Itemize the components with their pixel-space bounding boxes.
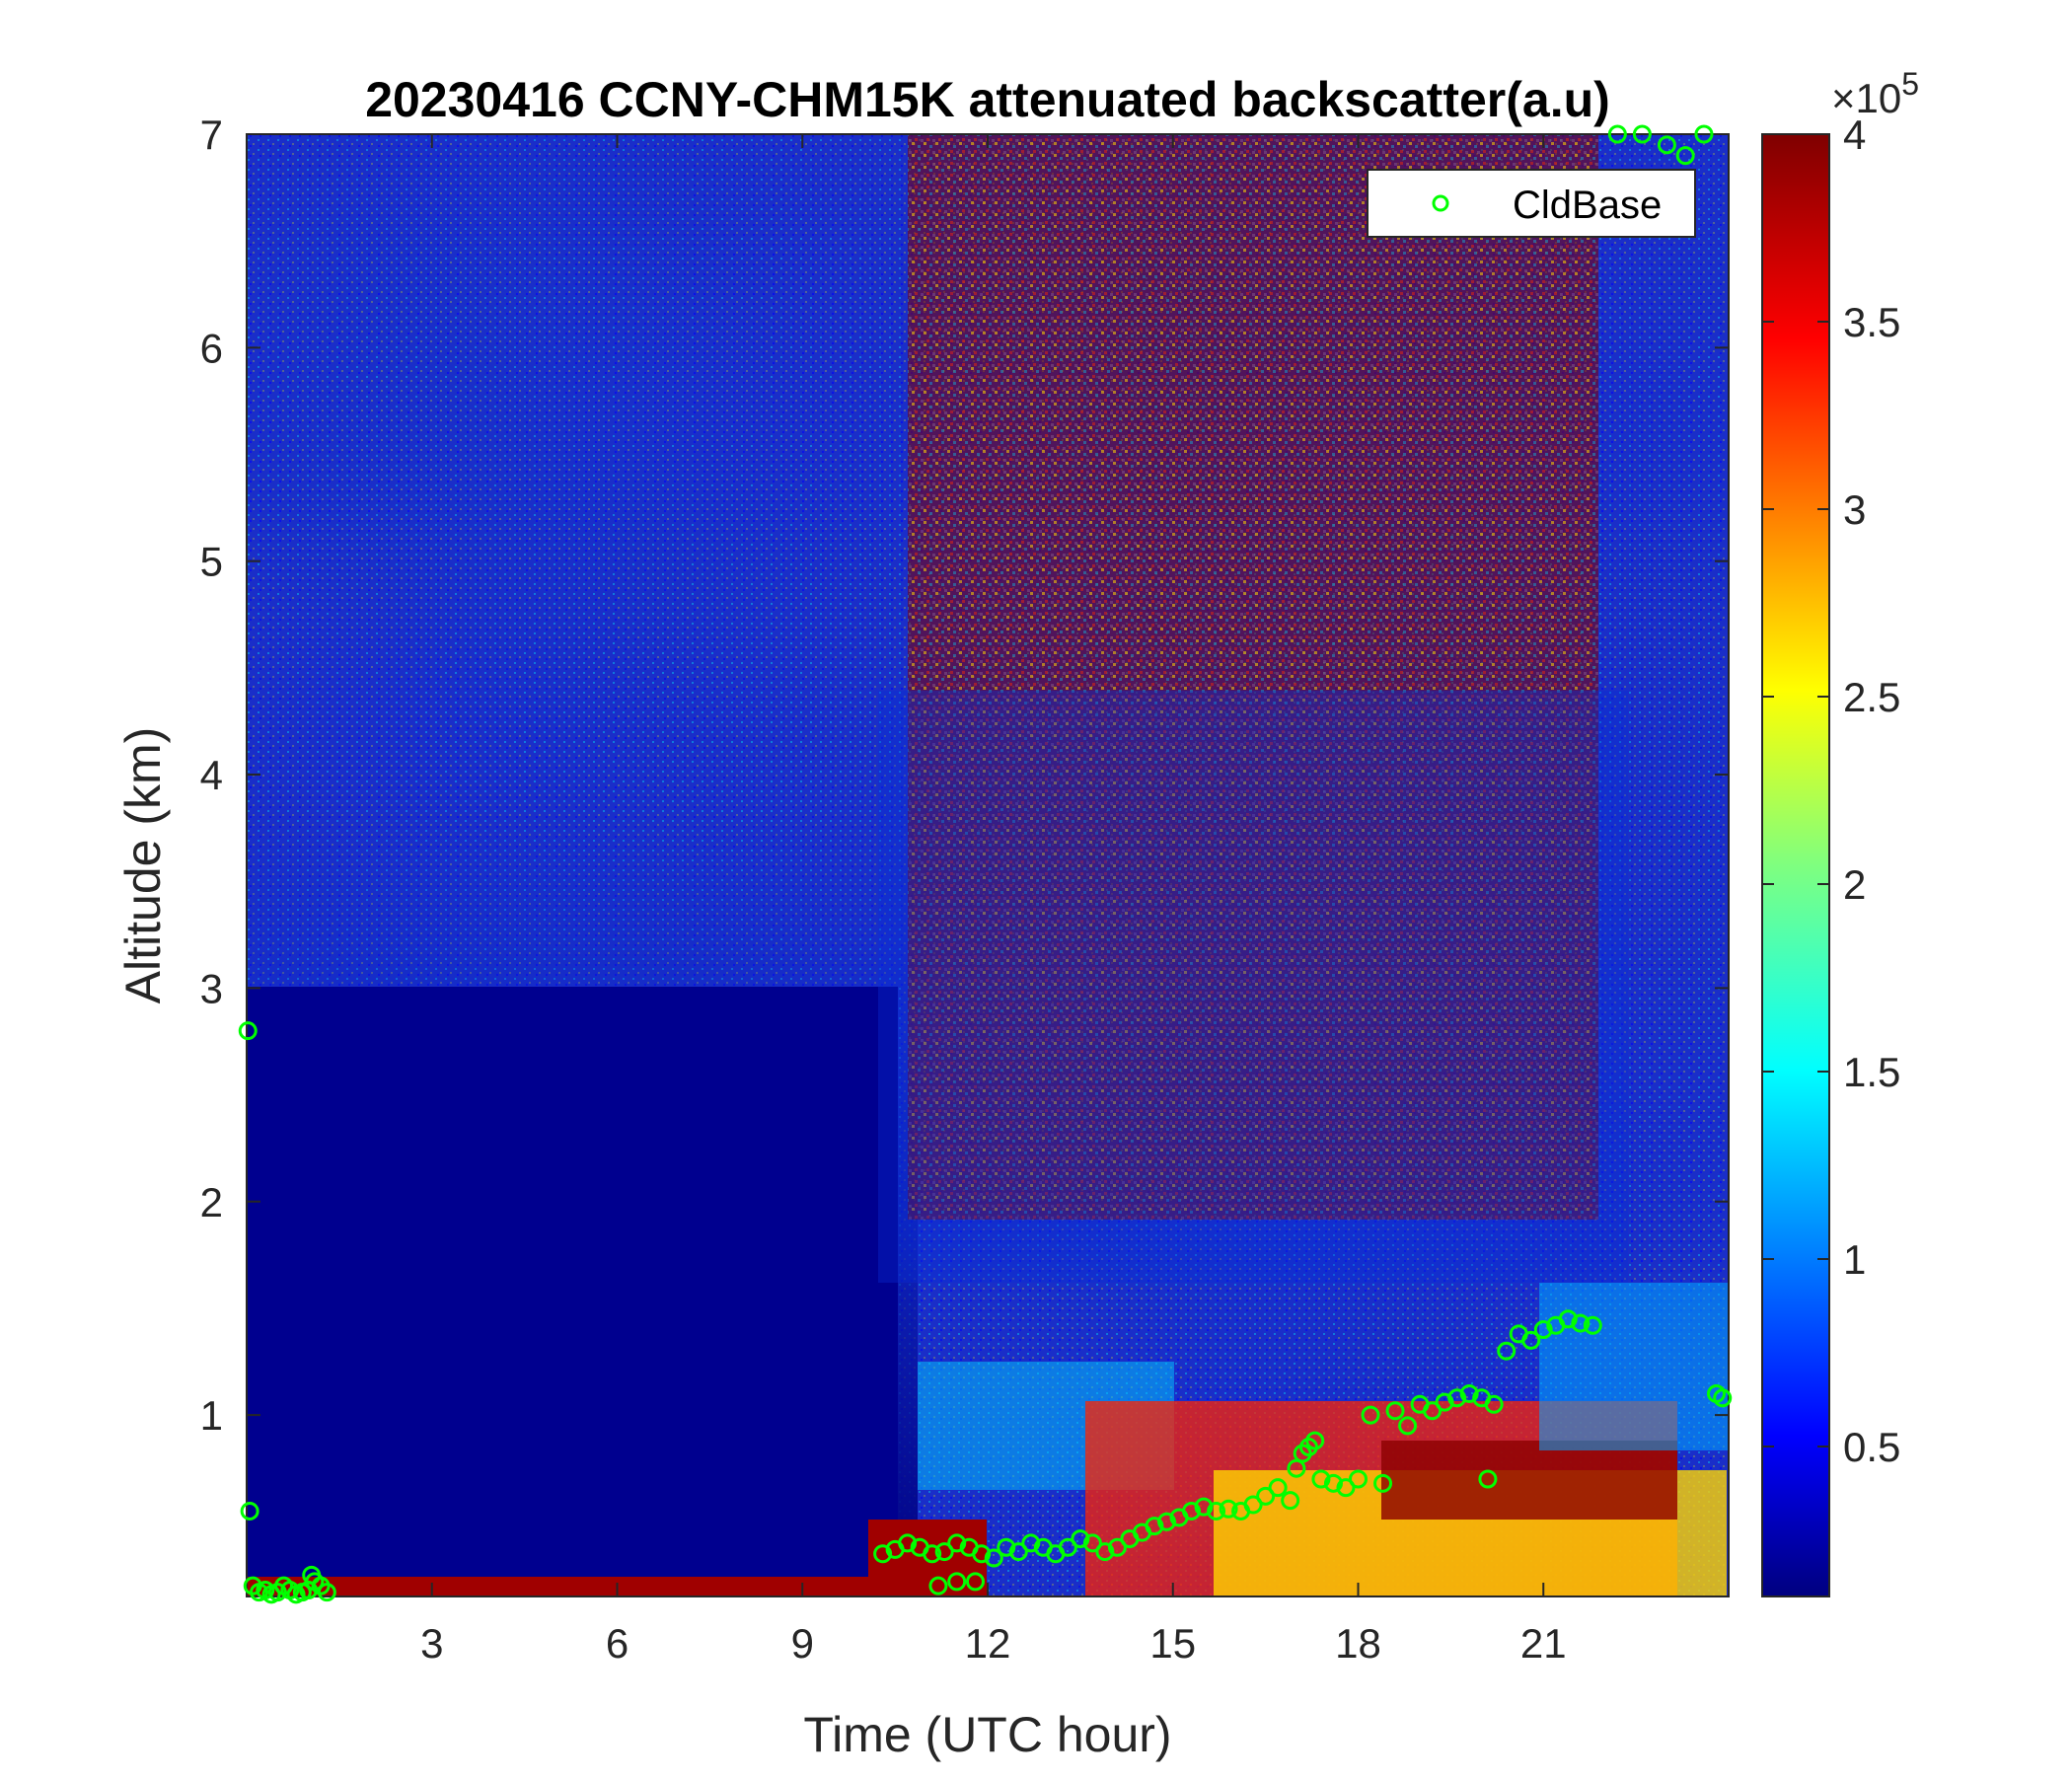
y-tick-label: 5 [200, 539, 223, 585]
cldbase-point [1583, 1315, 1602, 1335]
y-tick-label: 2 [200, 1179, 223, 1225]
cldbase-point [1311, 1469, 1331, 1489]
x-axis-label: Time (UTC hour) [803, 1707, 1171, 1762]
colorbar: 0.5 1 1.5 2 2.5 3 3.5 4 ×105 [1761, 66, 1919, 1597]
cldbase-point [984, 1548, 1003, 1568]
cldbase-point [1058, 1537, 1077, 1557]
colorbar-exponent: ×105 [1831, 66, 1919, 121]
cldbase-point [898, 1533, 918, 1553]
cldbase-point [923, 1544, 942, 1564]
cldbase-point [1361, 1405, 1380, 1425]
colorbar-tick-label: 2.5 [1843, 674, 1900, 720]
y-tick-label: 7 [200, 111, 223, 158]
colorbar-tick-label: 1 [1843, 1236, 1866, 1283]
heatmap-field [247, 134, 1729, 1596]
cldbase-point [1305, 1431, 1325, 1450]
cldbase-point [1373, 1473, 1393, 1493]
cldbase-point [1008, 1542, 1028, 1562]
cldbase-point [1478, 1469, 1498, 1489]
cldbase-point [1435, 1392, 1454, 1412]
cldbase-point [1497, 1341, 1517, 1361]
cldbase-point [1145, 1517, 1164, 1536]
colorbar-tick-label: 4 [1843, 111, 1866, 158]
cldbase-point [928, 1576, 948, 1595]
cldbase-point [1385, 1401, 1405, 1421]
legend-entry-cldbase: CldBase [1513, 184, 1662, 227]
colorbar-tick-label: 1.5 [1843, 1049, 1900, 1095]
cldbase-point [1194, 1497, 1214, 1517]
cldbase-point [240, 1501, 259, 1521]
legend-box [1367, 169, 1696, 238]
cldbase-point [238, 1021, 258, 1041]
y-tick-label: 3 [200, 965, 223, 1011]
cldbase-point [972, 1544, 992, 1564]
x-tick-label: 3 [420, 1620, 443, 1667]
y-tick-label: 1 [200, 1392, 223, 1439]
y-tick-label: 4 [200, 752, 223, 798]
cldbase-point [947, 1572, 967, 1592]
cldbase-point [1694, 124, 1714, 144]
cldbase-markers [238, 124, 1733, 1604]
cldbase-point [1071, 1529, 1090, 1549]
x-tick-label: 21 [1520, 1620, 1567, 1667]
legend-marker-icon [1432, 194, 1449, 212]
cldbase-point [1256, 1486, 1276, 1506]
colorbar-exponent-base: ×10 [1831, 75, 1901, 121]
cldbase-point [1268, 1478, 1288, 1498]
cldbase-point [934, 1542, 954, 1562]
colorbar-exponent-power: 5 [1901, 66, 1919, 102]
cldbase-point [873, 1544, 893, 1564]
cldbase-point [947, 1533, 967, 1553]
x-tick-label: 12 [965, 1620, 1011, 1667]
chart-title: 20230416 CCNY-CHM15K attenuated backscat… [365, 72, 1610, 127]
cldbase-point [1484, 1394, 1504, 1414]
cldbase-point [1607, 124, 1627, 144]
cldbase-point [1657, 135, 1676, 155]
cldbase-point [1021, 1533, 1041, 1553]
cldbase-point [1243, 1495, 1263, 1515]
colorbar-tick-label: 0.5 [1843, 1424, 1900, 1470]
cldbase-point [1675, 146, 1695, 166]
colorbar-tick-label: 2 [1843, 861, 1866, 908]
cldbase-point [1107, 1537, 1127, 1557]
cldbase-point [1459, 1383, 1479, 1403]
x-tick-label: 18 [1335, 1620, 1381, 1667]
cldbase-point [1533, 1320, 1553, 1340]
cldbase-point [1281, 1491, 1300, 1511]
x-axis-ticks: 3 6 9 12 15 18 21 [420, 134, 1567, 1667]
cldbase-point [1423, 1401, 1443, 1421]
cldbase-point [1521, 1330, 1541, 1350]
cldbase-point [1207, 1501, 1226, 1521]
cldbase-point [1323, 1473, 1343, 1493]
cldbase-point [1156, 1512, 1176, 1531]
cldbase-point [1632, 124, 1652, 144]
colorbar-tick-label: 3.5 [1843, 299, 1900, 345]
x-tick-label: 15 [1149, 1620, 1196, 1667]
cldbase-point [1219, 1499, 1238, 1519]
cldbase-point [1349, 1469, 1368, 1489]
legend: CldBase [1367, 169, 1696, 238]
y-axis-ticks: 1 2 3 4 5 6 7 [200, 111, 1729, 1439]
cldbase-point [1182, 1501, 1202, 1521]
cldbase-point [1571, 1313, 1591, 1333]
cldbase-point [1398, 1416, 1418, 1436]
cldbase-point [1095, 1542, 1115, 1562]
colorbar-tick-label: 3 [1843, 486, 1866, 533]
cldbase-point [1336, 1478, 1356, 1498]
y-tick-label: 6 [200, 325, 223, 371]
cldbase-point [1447, 1388, 1467, 1408]
colorbar-gradient [1761, 133, 1830, 1597]
cldbase-point [1713, 1388, 1733, 1408]
x-tick-label: 6 [606, 1620, 629, 1667]
cldbase-point [317, 1583, 336, 1602]
y-axis-label: Altitude (km) [115, 727, 171, 1004]
cldbase-point [1558, 1309, 1578, 1329]
x-tick-label: 9 [791, 1620, 814, 1667]
cldbase-point [965, 1572, 985, 1592]
colorbar-ticks: 0.5 1 1.5 2 2.5 3 3.5 4 [1762, 111, 1900, 1470]
cldbase-point [997, 1537, 1016, 1557]
cldbase-point [1082, 1533, 1102, 1553]
